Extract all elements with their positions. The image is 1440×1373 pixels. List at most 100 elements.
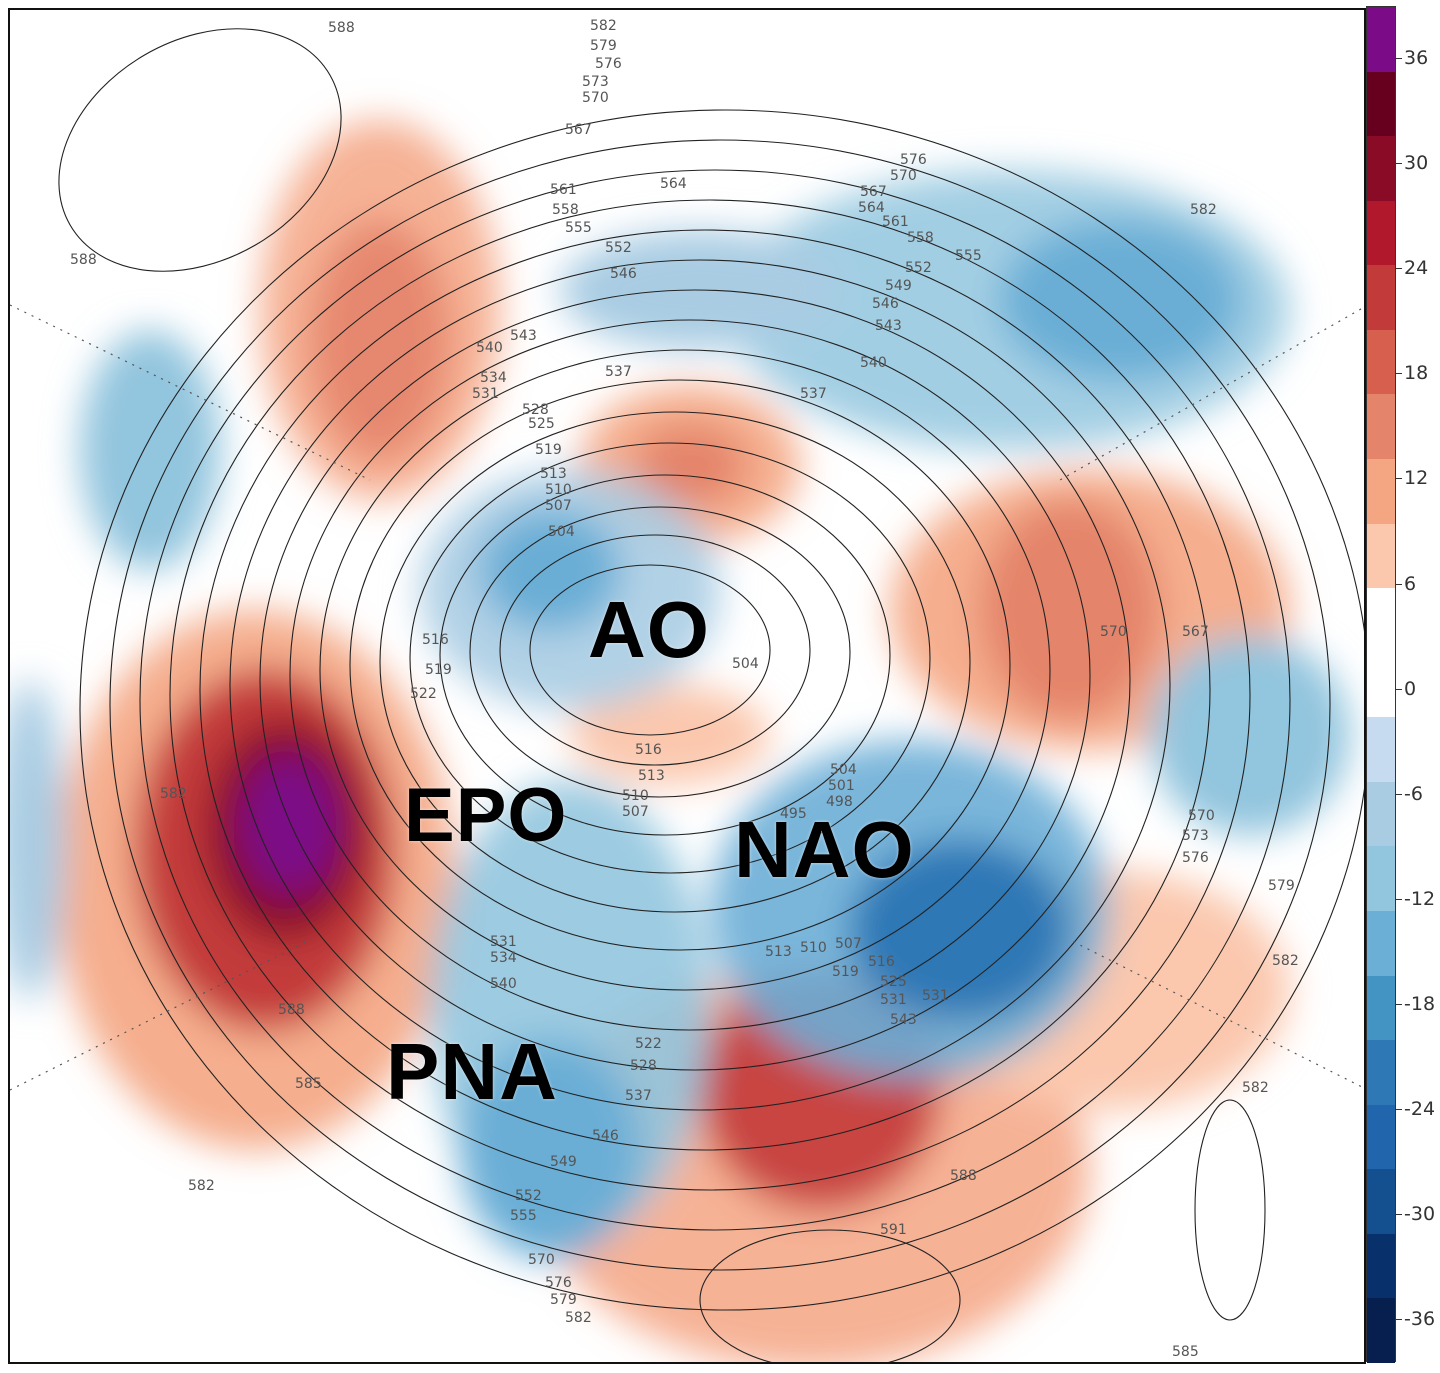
contour-label: 495 (780, 806, 807, 822)
contour-label: 549 (885, 278, 912, 294)
contour-label: 588 (70, 252, 97, 268)
colorbar-tick-label: -30 (1404, 1203, 1436, 1226)
contour-label: 567 (565, 122, 592, 138)
contour-label: 507 (545, 498, 572, 514)
contour-label: 558 (552, 202, 579, 218)
contour-label: 591 (880, 1222, 907, 1238)
colorbar-tick-mark (1396, 793, 1402, 795)
contour-label: 525 (528, 416, 555, 432)
contour-label: 513 (765, 944, 792, 960)
colorbar-segment (1367, 523, 1395, 589)
colorbar-segment (1367, 652, 1395, 718)
colorbar-segment (1367, 1233, 1395, 1299)
contour-label: 531 (880, 992, 907, 1008)
contour-label: 504 (548, 524, 575, 540)
contour-label: 588 (328, 20, 355, 36)
contour-label: 552 (905, 260, 932, 276)
contour-label: 522 (635, 1036, 662, 1052)
map-frame: 588 588 582 579 576 573 570 567 564 561 … (8, 8, 1366, 1364)
contour-label: 519 (535, 442, 562, 458)
contour-label: 543 (875, 318, 902, 334)
contour-label: 540 (490, 976, 517, 992)
contour-label: 582 (1272, 953, 1299, 969)
contour-label: 528 (522, 402, 549, 418)
colorbar-segment (1367, 911, 1395, 977)
height-anomaly-map: 588 588 582 579 576 573 570 567 564 561 … (10, 18, 1364, 1362)
contour-label: 588 (950, 1168, 977, 1184)
contour-label: 585 (295, 1076, 322, 1092)
contour-label: 570 (582, 90, 609, 106)
contour-label: 582 (188, 1178, 215, 1194)
contour-label: 570 (1100, 624, 1127, 640)
contour-label: 582 (1190, 202, 1217, 218)
contour-label: 549 (550, 1154, 577, 1170)
contour-label: 552 (515, 1188, 542, 1204)
contour-label: 507 (622, 804, 649, 820)
colorbar-tick-label: -6 (1404, 782, 1423, 805)
colorbar-tick-mark (1396, 163, 1402, 165)
contour-label: 504 (732, 656, 759, 672)
contour-label: 579 (1268, 878, 1295, 894)
contour-label: 546 (592, 1128, 619, 1144)
epo-label: EPO (404, 773, 568, 858)
contour-label: 537 (625, 1088, 652, 1104)
contour-label: 576 (900, 152, 927, 168)
contour-label: 537 (605, 364, 632, 380)
colorbar-segment (1367, 71, 1395, 137)
colorbar-tick-label: -36 (1404, 1308, 1436, 1331)
contour-label: 510 (545, 482, 572, 498)
contour-label: 570 (528, 1252, 555, 1268)
colorbar-tick-mark (1396, 373, 1402, 375)
contour-label: 534 (490, 950, 517, 966)
contour-label: 504 (830, 762, 857, 778)
contour-label: 543 (890, 1012, 917, 1028)
colorbar-segment (1367, 588, 1395, 654)
contour-label: 588 (278, 1002, 305, 1018)
colorbar-segment (1367, 329, 1395, 395)
contour-label: 516 (422, 632, 449, 648)
colorbar-tick-mark (1396, 268, 1402, 270)
colorbar (1366, 6, 1396, 1364)
colorbar-tick-label: 18 (1404, 362, 1429, 385)
contour-label: 513 (638, 768, 665, 784)
contour-label: 564 (660, 176, 687, 192)
contour-label: 540 (476, 340, 503, 356)
contour-label: 582 (565, 1310, 592, 1326)
colorbar-tick-label: 12 (1404, 467, 1429, 490)
contour-label: 510 (622, 788, 649, 804)
contour-label: 582 (160, 786, 187, 802)
contour-label: 516 (868, 954, 895, 970)
contour-label: 516 (635, 742, 662, 758)
contour-label: 570 (890, 168, 917, 184)
contour-label: 555 (955, 248, 982, 264)
graticule (10, 304, 1364, 1091)
contour-label: 522 (410, 686, 437, 702)
contour-label: 519 (425, 662, 452, 678)
contour-label: 531 (472, 386, 499, 402)
colorbar-tick-mark (1396, 1319, 1402, 1321)
colorbar-segment (1367, 459, 1395, 525)
contour-labels: 588 588 582 579 576 573 570 567 564 561 … (70, 18, 1299, 1360)
contour-label: 579 (590, 38, 617, 54)
colorbar-segment (1367, 1169, 1395, 1235)
contour-label: 540 (860, 355, 887, 371)
contour-label: 525 (880, 974, 907, 990)
contour-label: 531 (922, 988, 949, 1004)
colorbar-segment (1367, 1040, 1395, 1106)
colorbar-segment (1367, 136, 1395, 202)
contour-label: 576 (1182, 850, 1209, 866)
contour-label: 582 (590, 18, 617, 34)
colorbar-tick-label: 0 (1404, 677, 1417, 700)
contour-label: 519 (832, 964, 859, 980)
colorbar-tick-label: -24 (1404, 1098, 1436, 1120)
colorbar-segment (1367, 781, 1395, 847)
colorbar-tick-mark (1396, 1214, 1402, 1216)
colorbar-tick-label: 30 (1404, 152, 1429, 175)
colorbar-tick-label: 36 (1404, 47, 1429, 69)
contour-label: 573 (1182, 828, 1209, 844)
colorbar-tick-label: 6 (1404, 572, 1417, 595)
contour-label: 555 (565, 220, 592, 236)
colorbar-tick-mark (1396, 688, 1402, 690)
colorbar-segment (1367, 200, 1395, 266)
colorbar-segment (1367, 394, 1395, 460)
